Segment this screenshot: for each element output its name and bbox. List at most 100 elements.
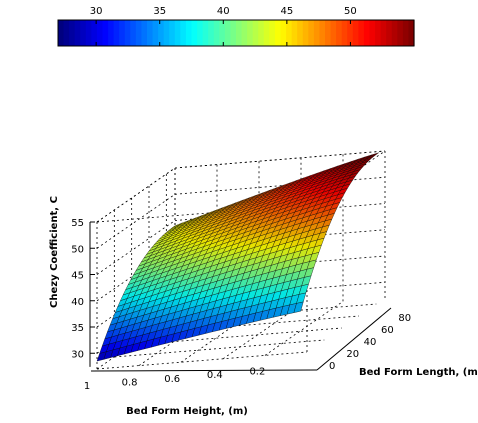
- colorbar-tick-label: 50: [344, 6, 357, 17]
- gridline: [96, 220, 176, 275]
- colorbar-segment: [96, 20, 104, 46]
- colorbar-segment: [336, 20, 343, 46]
- colorbar-segment: [263, 20, 270, 46]
- colorbar-segment: [397, 20, 404, 46]
- colorbar-segment: [291, 20, 298, 46]
- z-tick-label: 45: [71, 271, 84, 282]
- colorbar-segment: [313, 20, 321, 46]
- colorbar-segment: [369, 20, 376, 46]
- gridline: [138, 311, 218, 366]
- x-tick-label: 1: [84, 381, 90, 392]
- colorbar-segment: [247, 20, 254, 46]
- z-tick-label: 40: [71, 297, 84, 308]
- colorbar-segment: [180, 20, 187, 46]
- colorbar-segment: [375, 20, 382, 46]
- gridline: [264, 301, 344, 356]
- colorbar-segment: [408, 20, 415, 46]
- colorbar-segment: [380, 20, 387, 46]
- colorbar-segment: [280, 20, 287, 46]
- y-tick-label: 0: [329, 361, 335, 372]
- colorbar-segment: [74, 20, 81, 46]
- z-tick-label: 35: [71, 323, 84, 334]
- colorbar-tick-label: 45: [280, 6, 293, 17]
- axes: 30 35 40 45 50 55 1 0.8 0.6 0.4 0.2 0 20 40 60 80: [71, 218, 411, 392]
- colorbar-segment: [241, 20, 248, 46]
- colorbar-segment: [58, 20, 65, 46]
- y-axis-label: Bed Form Length, (m): [359, 367, 478, 378]
- colorbar-segment: [352, 20, 359, 46]
- colorbar-segment: [147, 20, 154, 46]
- colorbar-segment: [85, 20, 92, 46]
- colorbar-segment: [191, 20, 198, 46]
- colorbar-segment: [80, 20, 87, 46]
- colorbar-segment: [363, 20, 371, 46]
- colorbar-segment: [347, 20, 354, 46]
- colorbar-segment: [308, 20, 315, 46]
- colorbar-segment: [169, 20, 176, 46]
- colorbar-segment: [69, 20, 76, 46]
- z-tick-label: 50: [71, 244, 84, 255]
- y-tick-label: 40: [364, 337, 377, 348]
- colorbar-segment: [135, 20, 143, 46]
- colorbar-segment: [319, 20, 326, 46]
- colorbar-segment: [236, 20, 243, 46]
- y-tick-label: 20: [346, 349, 359, 360]
- surface-plot: [96, 152, 379, 362]
- gridline: [96, 193, 176, 249]
- colorbar-segment: [91, 20, 98, 46]
- x-tick-label: 0.2: [249, 367, 265, 378]
- z-axis-label: Chezy Coefficient, C: [49, 196, 60, 308]
- surface-patch: [293, 301, 304, 313]
- colorbar-segment: [163, 20, 170, 46]
- colorbar-segment: [224, 20, 232, 46]
- colorbar-segment: [302, 20, 309, 46]
- colorbar-segment: [130, 20, 137, 46]
- gridline: [180, 307, 260, 363]
- colorbar-segment: [119, 20, 126, 46]
- x-tick-label: 0.8: [122, 377, 138, 388]
- colorbar-segment: [297, 20, 304, 46]
- y-axis-line: [316, 307, 392, 371]
- colorbar-segment: [274, 20, 282, 46]
- colorbar-segment: [358, 20, 365, 46]
- colorbar-segment: [386, 20, 393, 46]
- colorbar-segment: [341, 20, 348, 46]
- colorbar-segment: [252, 20, 259, 46]
- colorbar: 30 35 40 45 50: [57, 6, 415, 47]
- colorbar-segment: [158, 20, 165, 46]
- colorbar-tick-label: 35: [153, 6, 166, 17]
- gridline: [96, 272, 176, 328]
- x-tick-label: 0.6: [164, 374, 180, 385]
- x-axis-label: Bed Form Height, (m): [126, 406, 248, 417]
- y-tick-label: 60: [381, 325, 394, 336]
- colorbar-segment: [402, 20, 410, 46]
- colorbar-segment: [286, 20, 293, 46]
- colorbar-segment: [213, 20, 220, 46]
- colorbar-segment: [63, 20, 70, 46]
- y-tick-label: 80: [398, 313, 411, 324]
- x-axis-line: [90, 369, 318, 372]
- colorbar-segment: [391, 20, 398, 46]
- colorbar-frame: [57, 19, 415, 47]
- colorbar-segment: [330, 20, 337, 46]
- colorbar-segment: [269, 20, 276, 46]
- gridline: [222, 304, 302, 360]
- colorbar-segment: [325, 20, 332, 46]
- gridline: [96, 246, 176, 302]
- gridline: [174, 150, 386, 169]
- gridline: [114, 339, 325, 358]
- colorbar-segment: [108, 20, 115, 46]
- colorbar-segment: [141, 20, 148, 46]
- colorbar-segment: [152, 20, 159, 46]
- colorbar-segment: [174, 20, 181, 46]
- colorbar-segment: [113, 20, 120, 46]
- colorbar-tick-label: 30: [90, 6, 103, 17]
- colorbar-segment: [124, 20, 131, 46]
- colorbar-segment: [185, 20, 193, 46]
- z-tick-label: 55: [71, 218, 84, 229]
- axis-labels: Bed Form Height, (m) Bed Form Length, (m…: [49, 196, 478, 417]
- gridline: [96, 351, 308, 370]
- colorbar-tick-label: 40: [217, 6, 230, 17]
- gridline: [96, 314, 176, 370]
